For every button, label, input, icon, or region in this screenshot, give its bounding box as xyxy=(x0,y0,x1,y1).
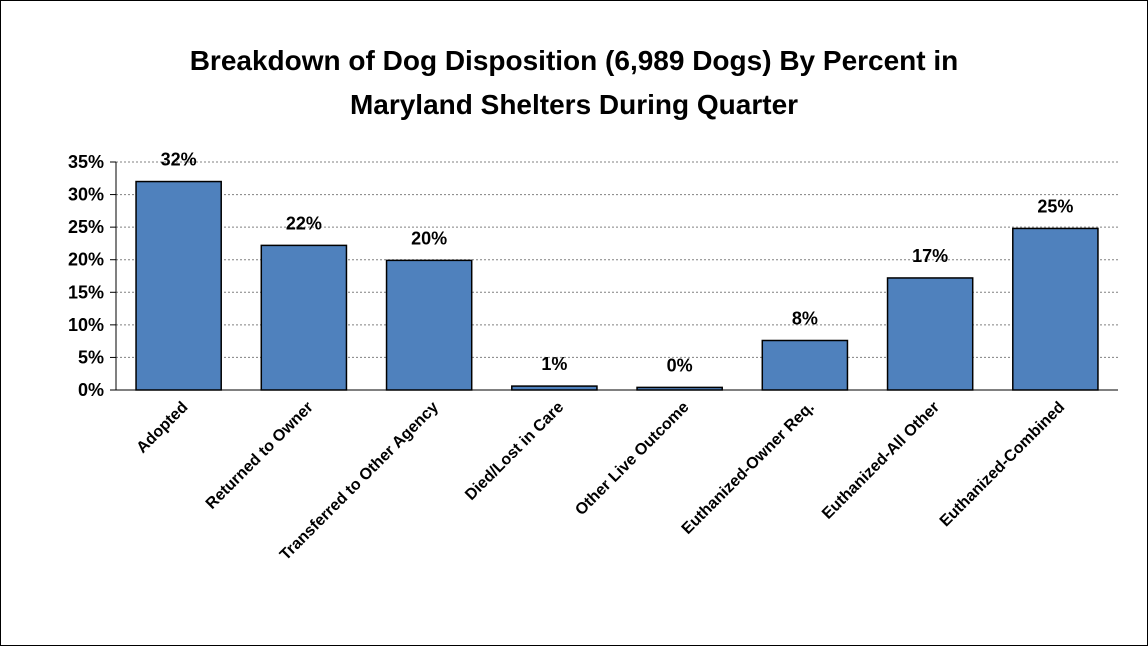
bar xyxy=(886,277,974,391)
bar xyxy=(385,259,473,391)
y-tick-label: 15% xyxy=(68,282,104,302)
bars xyxy=(135,180,1099,391)
y-tick-label: 5% xyxy=(78,347,104,367)
y-tick-label: 35% xyxy=(68,152,104,172)
y-tick-label: 30% xyxy=(68,185,104,205)
data-label: 20% xyxy=(411,228,447,248)
y-tick-label: 10% xyxy=(68,315,104,335)
data-labels: 32% 22% 20% 1% 0% 8% 17% 25% xyxy=(161,150,1074,376)
bar xyxy=(135,180,222,391)
data-label: 0% xyxy=(667,355,693,375)
data-label: 22% xyxy=(286,213,322,233)
y-tick-label: 25% xyxy=(68,217,104,237)
y-axis-tick-labels: 0% 5% 10% 15% 20% 25% 30% 35% xyxy=(68,152,104,400)
chart-title-line-1: Breakdown of Dog Disposition (6,989 Dogs… xyxy=(190,45,959,76)
data-label: 8% xyxy=(792,308,818,328)
x-category-label: Euthanized-Owner Req. xyxy=(679,399,818,538)
data-label: 1% xyxy=(541,354,567,374)
chart-title-line-2: Maryland Shelters During Quarter xyxy=(350,89,798,120)
x-category-label: Euthanized-All Other xyxy=(819,399,943,523)
x-category-label: Other Live Outcome xyxy=(572,399,692,519)
x-category-label: Euthanized-Combined xyxy=(937,399,1068,530)
bar xyxy=(1012,227,1099,391)
bar xyxy=(511,385,598,391)
data-label: 32% xyxy=(161,150,197,170)
bar xyxy=(260,244,348,391)
y-tick-label: 0% xyxy=(78,380,104,400)
gridlines xyxy=(116,161,1118,358)
bar xyxy=(761,339,849,391)
data-label: 17% xyxy=(912,246,948,266)
x-category-label: Died/Lost in Care xyxy=(462,399,567,504)
axes xyxy=(110,161,1118,391)
data-label: 25% xyxy=(1037,196,1073,216)
x-category-label: Adopted xyxy=(134,399,192,457)
x-category-label: Returned to Owner xyxy=(203,399,317,513)
y-tick-label: 20% xyxy=(68,250,104,270)
